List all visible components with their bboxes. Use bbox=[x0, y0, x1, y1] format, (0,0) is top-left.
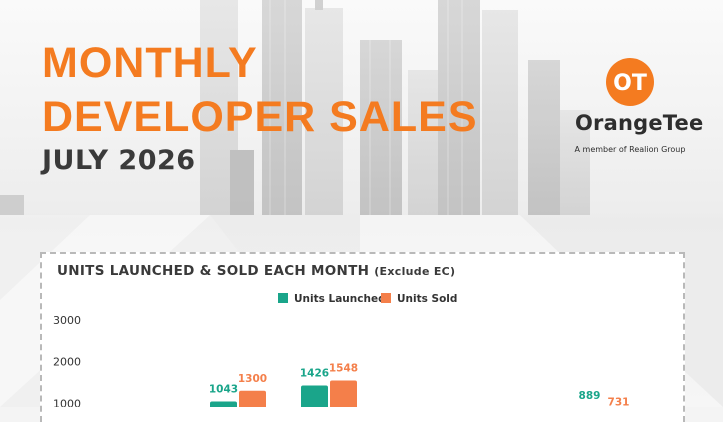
brand-tagline: A member of Realion Group bbox=[574, 145, 686, 154]
chart-title-text: UNITS LAUNCHED & SOLD EACH MONTH bbox=[57, 263, 370, 279]
data-label: 889 bbox=[579, 390, 601, 402]
bar bbox=[301, 385, 328, 407]
data-label: 1426 bbox=[300, 368, 329, 380]
bar bbox=[330, 380, 357, 407]
bar bbox=[239, 390, 266, 407]
chart-title-note: (Exclude EC) bbox=[374, 265, 456, 278]
y-tick-label: 1000 bbox=[53, 397, 81, 407]
chart-title: UNITS LAUNCHED & SOLD EACH MONTH (Exclud… bbox=[57, 263, 455, 279]
title-line-2: DEVELOPER SALES bbox=[42, 93, 478, 141]
bar-chart: 1000 2000 3000 Units Launched Units Sold 1043… bbox=[53, 293, 630, 407]
brand-name: OrangeTee bbox=[575, 111, 704, 135]
orangetee-logo-icon: OT bbox=[606, 58, 654, 106]
data-label: 1300 bbox=[238, 373, 267, 385]
legend-swatch bbox=[278, 293, 288, 303]
data-label: 1548 bbox=[329, 362, 358, 374]
title-line-1: MONTHLY bbox=[42, 39, 258, 87]
legend-label: Units Launched bbox=[294, 293, 386, 305]
logo-glyph: OT bbox=[613, 71, 647, 96]
data-label: 1043 bbox=[209, 384, 238, 396]
y-tick-label: 2000 bbox=[53, 356, 81, 369]
bar bbox=[210, 401, 237, 407]
y-tick-label: 3000 bbox=[53, 314, 81, 327]
report-period: JULY 2026 bbox=[42, 145, 196, 176]
chart-panel: UNITS LAUNCHED & SOLD EACH MONTH (Exclud… bbox=[40, 252, 685, 422]
legend-swatch bbox=[381, 293, 391, 303]
legend-label: Units Sold bbox=[397, 293, 457, 305]
data-label: 731 bbox=[608, 397, 630, 407]
